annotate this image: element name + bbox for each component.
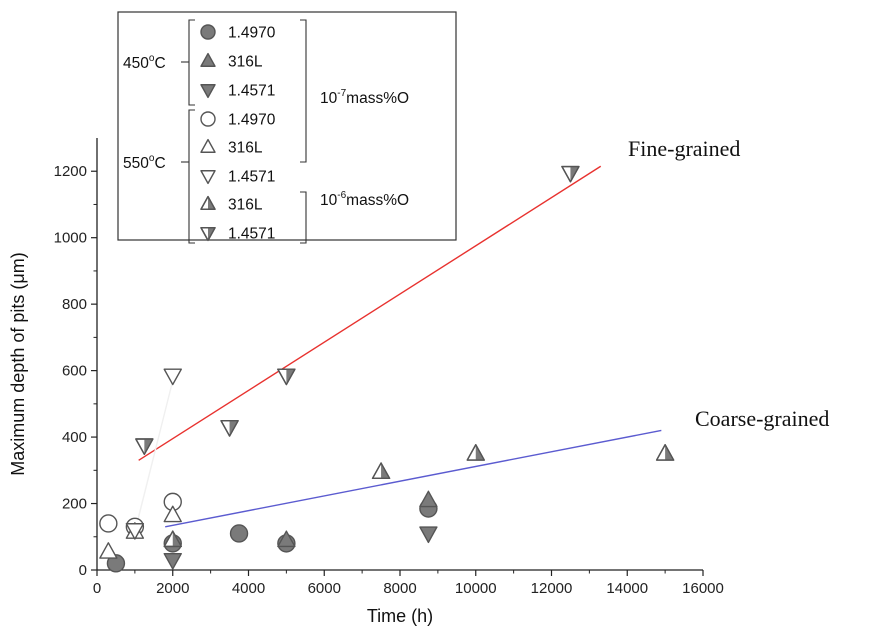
- legend-marker: [200, 111, 216, 127]
- data-point: [125, 523, 145, 540]
- legend-label: 316L: [228, 197, 263, 214]
- axes: 0 2000 4000 6000 8000 10000 12000 14000 16000 0 20…: [8, 138, 724, 626]
- legend-marker: [200, 24, 216, 40]
- x-tick-label: 10000: [455, 580, 497, 597]
- trend-line: [165, 429, 662, 528]
- legend-marker: [200, 138, 216, 153]
- marker-shape: [163, 505, 182, 523]
- y-tick-label: 400: [62, 429, 87, 446]
- y-tick-label: 1200: [54, 163, 87, 180]
- x-tick-label: 14000: [606, 580, 648, 597]
- marker-outline: [561, 165, 580, 183]
- legend: 1.4970 316L 1.4571 1.4970 316L 1.4571 316L 1.45…: [117, 11, 457, 244]
- legend-label: 316L: [228, 140, 263, 157]
- data-point: [163, 368, 182, 386]
- x-tick-label: 12000: [531, 580, 573, 597]
- trend-line: [138, 165, 602, 461]
- marker-shape: [200, 170, 216, 185]
- marker-outline: [277, 368, 296, 386]
- marker-outline: [220, 420, 239, 437]
- marker-shape: [200, 111, 216, 127]
- x-tick-label: 8000: [383, 580, 416, 597]
- annotation-fine-grained: Fine-grained: [628, 136, 740, 161]
- data-point: [163, 552, 182, 570]
- y-tick-label: 1000: [54, 230, 87, 247]
- y-tick-label: 0: [79, 562, 87, 579]
- legend-label: 1.4970: [228, 25, 276, 42]
- legend-oxygen-low: 10-7mass%O: [320, 88, 409, 107]
- marker-shape: [99, 542, 118, 559]
- x-tick-label: 4000: [232, 580, 265, 597]
- marker-shape: [200, 138, 216, 153]
- data-points: [99, 165, 675, 573]
- x-tick-label: 6000: [308, 580, 341, 597]
- legend-oxygen-high: 10-6mass%O: [320, 190, 409, 209]
- x-tick-label: 16000: [682, 580, 724, 597]
- data-point: [163, 505, 182, 523]
- marker-outline: [371, 462, 391, 480]
- data-point: [466, 444, 485, 461]
- marker-shape: [163, 552, 182, 570]
- legend-marker: [200, 170, 216, 185]
- bracket-oxygen-low: [300, 19, 307, 163]
- x-tick-label: 0: [93, 580, 101, 597]
- data-point: [655, 444, 675, 461]
- marker-outline: [135, 438, 154, 456]
- marker-shape: [229, 524, 249, 543]
- legend-marker: [200, 84, 216, 99]
- marker-shape: [200, 84, 216, 99]
- marker-shape: [200, 24, 216, 40]
- data-point: [277, 530, 296, 548]
- data-point: [99, 514, 118, 533]
- trend-line: [134, 380, 174, 532]
- legend-label: 1.4571: [228, 226, 275, 243]
- legend-marker: [200, 195, 216, 210]
- data-point: [419, 526, 438, 544]
- legend-label: 1.4571: [228, 169, 275, 186]
- data-point: [99, 542, 118, 559]
- marker-outline: [655, 444, 675, 461]
- x-tick-label: 2000: [156, 580, 189, 597]
- legend-marker: [200, 227, 216, 242]
- legend-box: [117, 11, 457, 241]
- marker-shape: [163, 368, 182, 386]
- marker-shape: [106, 554, 126, 573]
- trend-lines: [134, 165, 662, 532]
- legend-temp-450: 450oC: [123, 53, 166, 72]
- data-point: [163, 530, 182, 548]
- data-point: [106, 554, 126, 573]
- legend-temp-550: 550oC: [123, 153, 166, 172]
- y-tick-label: 200: [62, 496, 87, 513]
- data-point: [561, 165, 580, 183]
- marker-shape: [99, 514, 118, 533]
- y-tick-label: 800: [62, 296, 87, 313]
- marker-outline: [200, 195, 216, 210]
- legend-label: 1.4970: [228, 112, 276, 129]
- trend-annotations: Fine-grained Coarse-grained: [628, 136, 829, 431]
- x-axis-title: Time (h): [367, 606, 433, 626]
- data-point: [419, 490, 438, 508]
- data-point: [277, 368, 296, 386]
- bracket-oxygen-high: [300, 191, 307, 244]
- marker-shape: [200, 52, 216, 67]
- data-point: [135, 438, 154, 456]
- legend-label: 316L: [228, 54, 263, 71]
- y-axis-title: Maximum depth of pits (μm): [8, 252, 28, 475]
- legend-marker: [200, 52, 216, 67]
- marker-outline: [200, 227, 216, 242]
- marker-shape: [125, 523, 145, 540]
- legend-label: 1.4571: [228, 83, 275, 100]
- bracket-550: [188, 109, 195, 244]
- annotation-coarse-grained: Coarse-grained: [695, 406, 829, 431]
- marker-outline: [163, 530, 182, 548]
- marker-outline: [466, 444, 485, 461]
- marker-shape: [277, 530, 296, 548]
- marker-shape: [419, 490, 438, 508]
- marker-shape: [419, 526, 438, 544]
- data-point: [220, 420, 239, 437]
- data-point: [371, 462, 391, 480]
- data-point: [229, 524, 249, 543]
- y-tick-label: 600: [62, 363, 87, 380]
